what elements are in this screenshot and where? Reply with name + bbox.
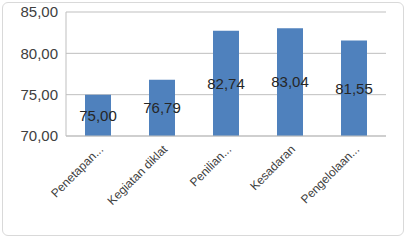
svg-text:85,00: 85,00 <box>20 3 58 20</box>
svg-text:81,55: 81,55 <box>335 80 373 97</box>
svg-text:Kesadaran: Kesadaran <box>247 142 298 193</box>
svg-text:70,00: 70,00 <box>20 127 58 144</box>
svg-text:75,00: 75,00 <box>20 86 58 103</box>
svg-text:76,79: 76,79 <box>143 99 181 116</box>
svg-text:82,74: 82,74 <box>207 75 245 92</box>
svg-text:Penetapan...: Penetapan... <box>48 142 106 200</box>
svg-text:80,00: 80,00 <box>20 45 58 62</box>
svg-text:75,00: 75,00 <box>79 107 117 124</box>
svg-text:Pengelolaan...: Pengelolaan... <box>298 142 362 206</box>
svg-text:83,04: 83,04 <box>271 73 309 90</box>
svg-text:Penilian...: Penilian... <box>187 142 234 189</box>
svg-text:Kegiatan diklat: Kegiatan diklat <box>105 142 171 208</box>
